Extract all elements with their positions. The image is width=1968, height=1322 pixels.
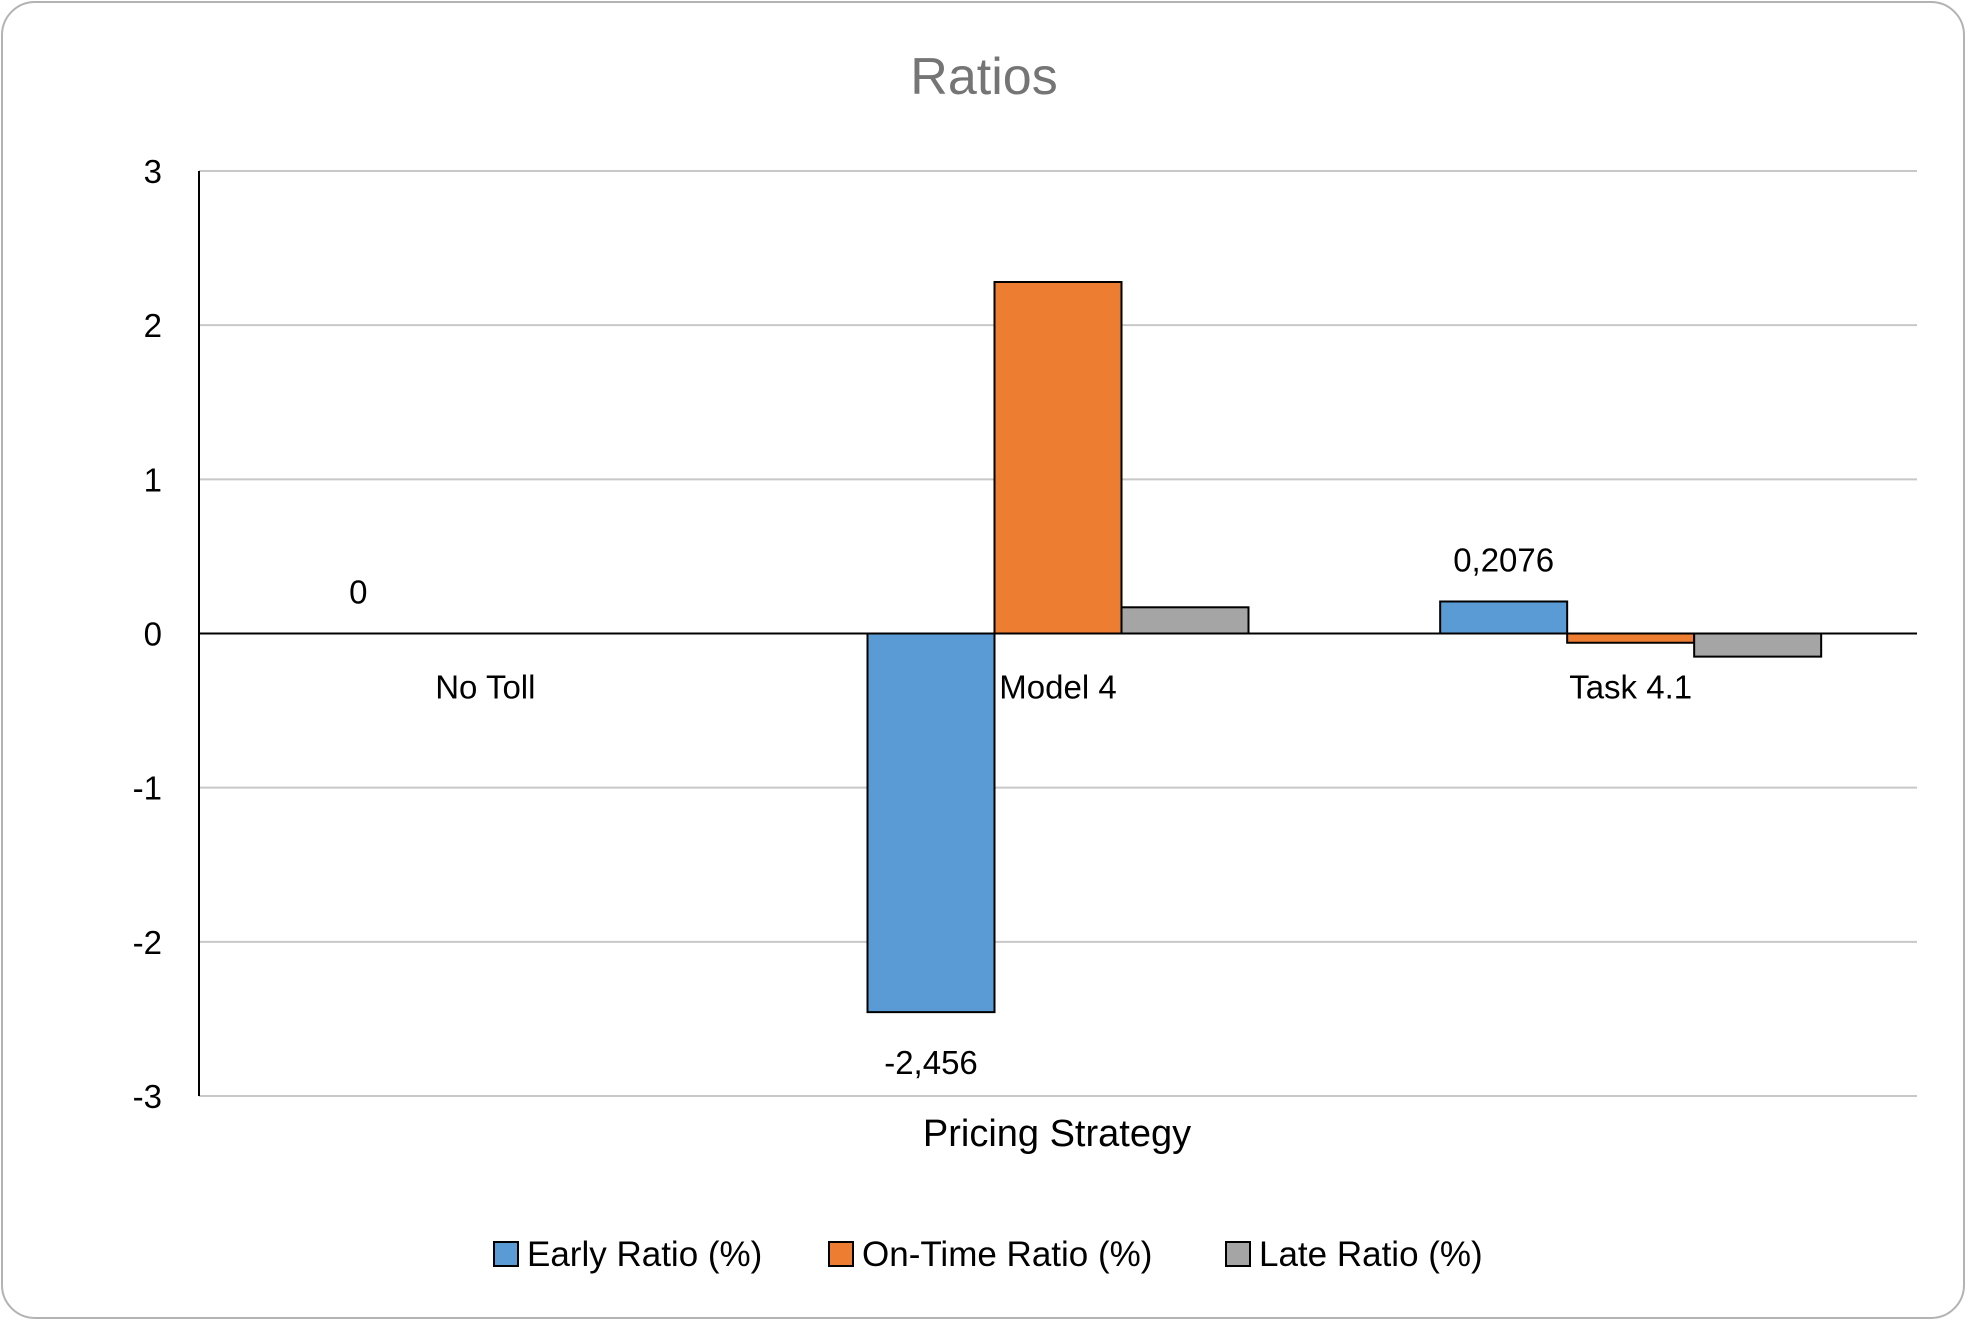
y-tick-label: 2 <box>144 307 162 344</box>
bar <box>1120 606 1250 635</box>
gridlines <box>199 170 1917 1097</box>
data-label: 0 <box>349 574 367 611</box>
legend-swatch <box>1225 1241 1251 1267</box>
y-tick-label: -2 <box>133 924 162 961</box>
y-tick-label: 3 <box>144 153 162 190</box>
data-label: 0,2076 <box>1453 541 1554 578</box>
bar <box>1439 600 1569 635</box>
labels: 3 2 1 0 -1 -2 -3 No Toll Model 4 Task 4.1 0 -2,456 0… <box>133 153 1692 1115</box>
legend-label: Early Ratio (%) <box>527 1235 762 1274</box>
legend-swatch <box>493 1241 519 1267</box>
y-tick-label: -3 <box>133 1078 162 1115</box>
legend-swatch <box>828 1241 854 1267</box>
bar <box>993 281 1123 635</box>
legend-label: Late Ratio (%) <box>1259 1235 1483 1274</box>
bar <box>866 632 996 1014</box>
legend-label: On-Time Ratio (%) <box>862 1235 1152 1274</box>
x-tick-label: No Toll <box>435 669 535 706</box>
chart-title: Ratios <box>910 48 1057 106</box>
bar <box>1566 632 1696 644</box>
legend: Early Ratio (%) On-Time Ratio (%) Late Rat… <box>493 1235 1483 1274</box>
x-axis-title: Pricing Strategy <box>923 1113 1191 1155</box>
x-tick-label: Task 4.1 <box>1569 669 1692 706</box>
x-tick-label: Model 4 <box>999 669 1116 706</box>
y-tick-label: 0 <box>144 616 162 653</box>
bars <box>866 281 1823 1014</box>
axes <box>198 171 1917 1096</box>
y-tick-label: 1 <box>144 461 162 498</box>
data-label: -2,456 <box>884 1044 978 1081</box>
bar <box>1693 632 1823 658</box>
y-tick-label: -1 <box>133 770 162 807</box>
